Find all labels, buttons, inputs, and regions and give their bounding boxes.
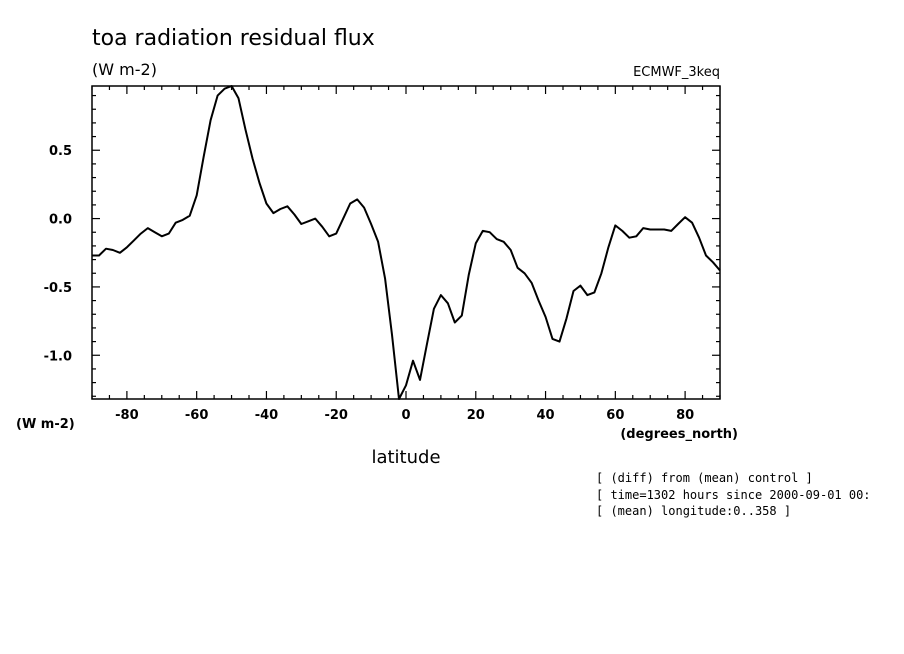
chart-title: toa radiation residual flux — [92, 26, 375, 51]
series-group — [92, 85, 721, 400]
x-axis-units: (degrees_north) — [620, 427, 738, 442]
plot-frame — [91, 85, 721, 400]
y-axis-units: (W m-2) — [16, 417, 75, 432]
note-line-1: [ (diff) from (mean) control ] — [596, 471, 813, 485]
x-tick-label: -40 — [255, 408, 279, 423]
y-tick-label: 0.0 — [49, 213, 72, 228]
x-tick-label: 80 — [676, 408, 694, 423]
x-axis-ticks: -80 -60 -40 -20 0 20 40 60 80 — [91, 86, 721, 423]
note-line-2: [ time=1302 hours since 2000-09-01 00: — [596, 488, 871, 502]
y-tick-label: 0.5 — [49, 144, 72, 159]
x-tick-label: 20 — [467, 408, 485, 423]
chart-units: (W m-2) — [92, 60, 157, 79]
y-axis-ticks: 0.5 0.0 -0.5 -1.0 — [44, 94, 720, 397]
x-tick-label: 40 — [537, 408, 555, 423]
x-tick-label: 0 — [401, 408, 410, 423]
y-tick-label: -0.5 — [44, 281, 72, 296]
y-tick-label: -1.0 — [44, 349, 72, 364]
note-line-3: [ (mean) longitude:0..358 ] — [596, 504, 791, 518]
x-tick-label: -60 — [185, 408, 209, 423]
dataset-label: ECMWF_3keq — [633, 65, 720, 80]
x-tick-label: -80 — [115, 408, 139, 423]
series-line — [92, 85, 721, 400]
plot-axes — [91, 85, 721, 400]
x-tick-label: -20 — [324, 408, 348, 423]
x-axis-label: latitude — [371, 447, 440, 468]
x-tick-label: 60 — [606, 408, 624, 423]
